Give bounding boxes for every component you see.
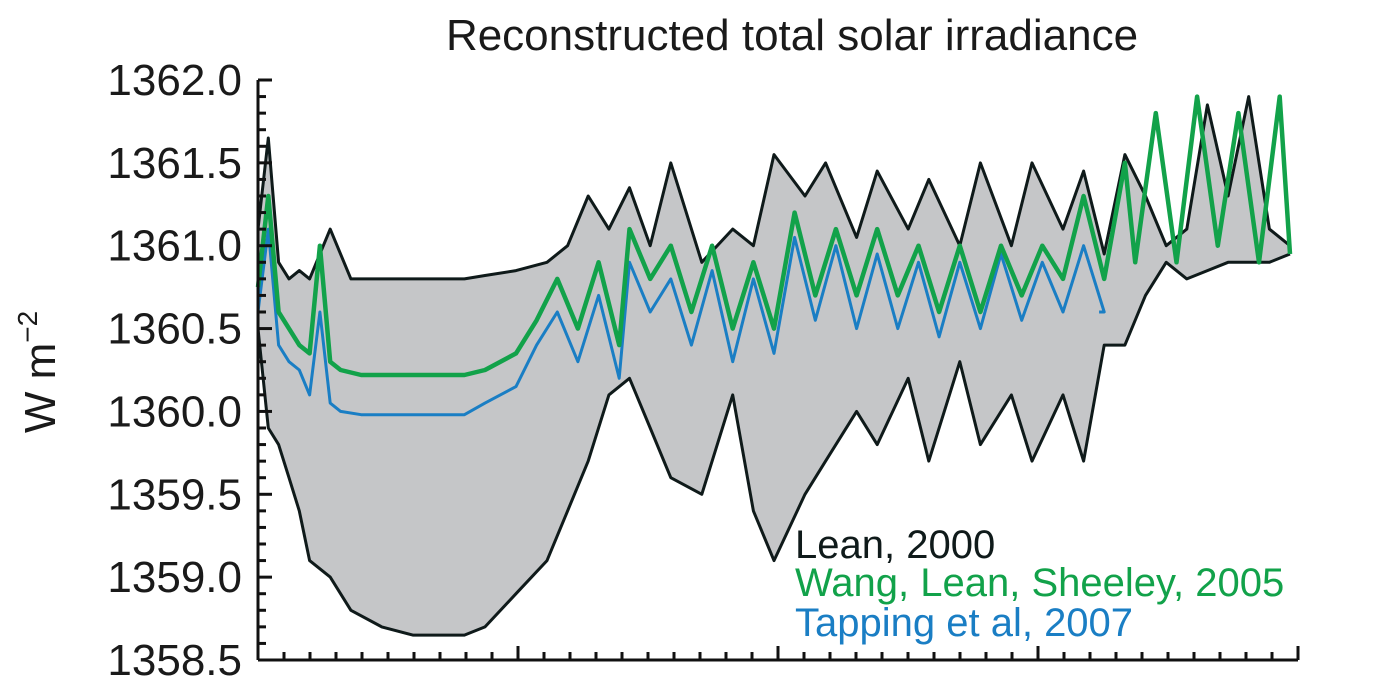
y-ticks bbox=[258, 78, 272, 662]
tapping-2007-line bbox=[256, 227, 1106, 417]
legend-item-lean: Lean, 2000 bbox=[795, 523, 995, 567]
legend-item-tapping: Tapping et al, 2007 bbox=[795, 601, 1133, 645]
y-tick-label: 1361.0 bbox=[107, 222, 242, 271]
y-tick-label: 1360.5 bbox=[107, 305, 242, 354]
lean-2000-upper-line bbox=[256, 95, 1291, 281]
y-axis-label-exponent: −2 bbox=[12, 311, 43, 343]
y-axis-label-base: W m bbox=[16, 343, 65, 433]
x-ticks bbox=[256, 646, 1300, 660]
y-tick-label: 1359.5 bbox=[107, 470, 242, 519]
y-tick-label: 1362.0 bbox=[107, 56, 242, 105]
y-tick-labels: 1358.5 1359.0 1359.5 1360.0 1360.5 1361.0 1361… bbox=[107, 56, 242, 685]
chart-title: Reconstructed total solar irradiance bbox=[446, 11, 1138, 60]
y-tick-label: 1360.0 bbox=[107, 387, 242, 436]
axes bbox=[256, 78, 1300, 662]
legend: Lean, 2000 Wang, Lean, Sheeley, 2005 Tap… bbox=[795, 523, 1284, 645]
y-tick-label: 1359.0 bbox=[107, 553, 242, 602]
y-tick-label: 1361.5 bbox=[107, 139, 242, 188]
lean-2000-band bbox=[258, 96, 1290, 636]
y-tick-label: 1358.5 bbox=[107, 636, 242, 685]
plot-area bbox=[255, 94, 1293, 637]
wang-lean-sheeley-2005-line bbox=[255, 94, 1293, 378]
legend-item-wang: Wang, Lean, Sheeley, 2005 bbox=[795, 561, 1284, 605]
lean-2000-lower-line bbox=[256, 252, 1291, 637]
y-axis-label: W m−2 bbox=[12, 311, 65, 433]
